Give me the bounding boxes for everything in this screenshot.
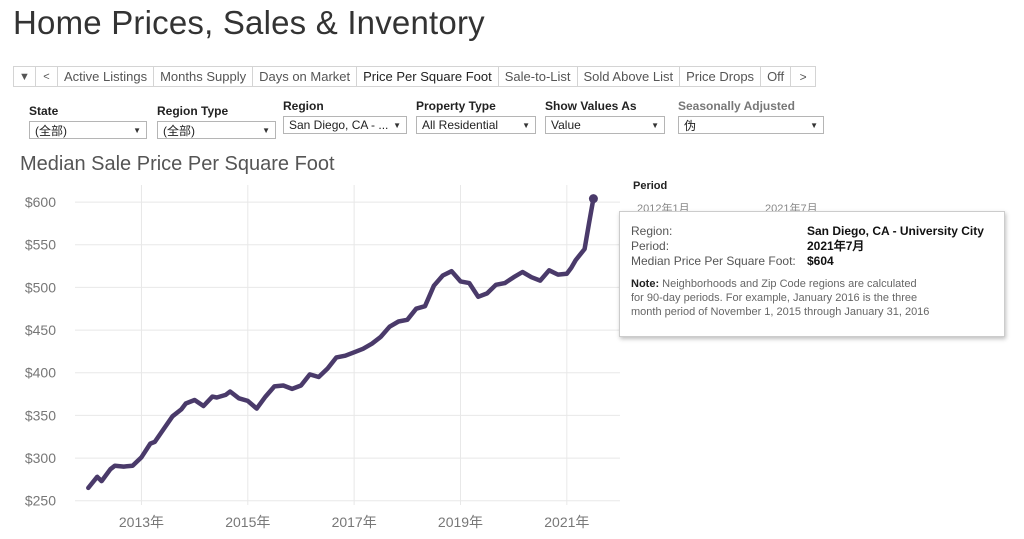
tooltip-period-key: Period:: [631, 239, 670, 253]
tooltip-note-line-2: for 90-day periods. For example, January…: [631, 292, 918, 304]
x-tick-label: 2021年: [544, 514, 589, 530]
filter-seasonally-adjusted: Seasonally Adjusted 伪 ▼: [678, 99, 824, 134]
tab-off[interactable]: Off: [761, 67, 792, 86]
filter-seasonally-adjusted-label: Seasonally Adjusted: [678, 99, 795, 113]
tab-days-on-market[interactable]: Days on Market: [253, 67, 358, 86]
x-tick-label: 2013年: [119, 514, 164, 530]
chevron-down-icon: ▼: [393, 120, 401, 130]
tooltip-period-row: Period: 2021年7月: [631, 239, 993, 254]
tab-active-listings[interactable]: Active Listings: [58, 67, 155, 86]
y-tick-label: $450: [25, 322, 56, 338]
tooltip: Region: San Diego, CA - University City …: [619, 211, 1005, 337]
region-type-select[interactable]: (全部) ▼: [157, 121, 276, 139]
tooltip-region-row: Region: San Diego, CA - University City: [631, 224, 993, 239]
filter-region-type-label: Region Type: [157, 104, 229, 118]
seasonally-adjusted-select[interactable]: 伪 ▼: [678, 116, 824, 134]
filter-state-label: State: [29, 104, 59, 118]
chart-title: Median Sale Price Per Square Foot: [20, 153, 335, 175]
tab-next-icon[interactable]: >: [799, 69, 807, 84]
tooltip-note: Note: Neighborhoods and Zip Code regions…: [631, 277, 993, 319]
filter-region: Region San Diego, CA - ... ▼: [283, 99, 407, 134]
chevron-down-icon: ▼: [810, 120, 818, 130]
y-tick-label: $250: [25, 493, 56, 509]
highlighted-point: [588, 194, 598, 204]
region-select[interactable]: San Diego, CA - ... ▼: [283, 116, 407, 134]
period-label: Period: [633, 180, 668, 192]
tab-months-supply[interactable]: Months Supply: [154, 67, 254, 86]
filter-state: State (全部) ▼: [29, 104, 147, 139]
tooltip-region-key: Region:: [631, 224, 673, 238]
tab-sold-above-list[interactable]: Sold Above List: [578, 67, 681, 86]
chevron-down-icon: ▼: [651, 120, 659, 130]
y-tick-label: $400: [25, 365, 56, 381]
tooltip-note-label: Note:: [631, 278, 660, 290]
tab-prev-icon[interactable]: <: [36, 67, 58, 86]
tooltip-period-value: 2021年7月: [807, 239, 865, 253]
state-select[interactable]: (全部) ▼: [29, 121, 147, 139]
filter-show-values-as-label: Show Values As: [545, 99, 637, 113]
filter-region-label: Region: [283, 99, 324, 113]
y-tick-label: $300: [25, 450, 56, 466]
region-select-value: San Diego, CA - ...: [289, 118, 389, 132]
tooltip-metric-row: Median Price Per Square Foot: $604: [631, 254, 993, 269]
tab-price-per-square-foot[interactable]: Price Per Square Foot: [357, 67, 499, 86]
y-tick-label: $550: [25, 237, 56, 253]
filter-region-type: Region Type (全部) ▼: [157, 104, 276, 139]
y-tick-label: $500: [25, 279, 56, 295]
tab-bar: ▼ < Active Listings Months Supply Days o…: [13, 66, 817, 87]
line-chart: $250 $300 $350 $400 $450 $500 $550 $600 2013年 201…: [25, 185, 620, 530]
tooltip-note-line-3: month period of November 1, 2015 through…: [631, 306, 930, 318]
tab-sale-to-list[interactable]: Sale-to-List: [499, 67, 578, 86]
tab-price-drops[interactable]: Price Drops: [680, 67, 762, 86]
filter-property-type: Property Type All Residential ▼: [416, 99, 536, 134]
show-values-as-select-value: Value: [551, 118, 581, 132]
show-values-as-select[interactable]: Value ▼: [545, 116, 665, 134]
tooltip-note-line-1: Neighborhoods and Zip Code regions are c…: [662, 278, 917, 290]
tooltip-metric-key: Median Price Per Square Foot:: [631, 254, 796, 268]
filter-property-type-label: Property Type: [416, 99, 496, 113]
series-line: [86, 196, 596, 491]
state-select-value: (全部): [35, 123, 67, 138]
region-type-select-value: (全部): [163, 123, 195, 138]
x-tick-label: 2017年: [332, 514, 377, 530]
property-type-select-value: All Residential: [422, 118, 499, 132]
period-filter: Period 2012年1月 2021年7月: [633, 180, 818, 215]
tooltip-region-value: San Diego, CA - University City: [807, 224, 984, 238]
seasonally-adjusted-select-value: 伪: [684, 118, 697, 133]
chevron-down-icon: ▼: [522, 120, 530, 130]
tooltip-metric-value: $604: [807, 254, 834, 268]
page-title: Home Prices, Sales & Inventory: [13, 4, 485, 41]
x-tick-label: 2015年: [225, 514, 270, 530]
y-tick-label: $600: [25, 194, 56, 210]
y-tick-label: $350: [25, 407, 56, 423]
property-type-select[interactable]: All Residential ▼: [416, 116, 536, 134]
tab-dropdown-icon[interactable]: ▼: [14, 67, 36, 86]
chevron-down-icon: ▼: [133, 125, 141, 135]
x-tick-label: 2019年: [438, 514, 483, 530]
chevron-down-icon: ▼: [262, 125, 270, 135]
filter-show-values-as: Show Values As Value ▼: [545, 99, 665, 134]
